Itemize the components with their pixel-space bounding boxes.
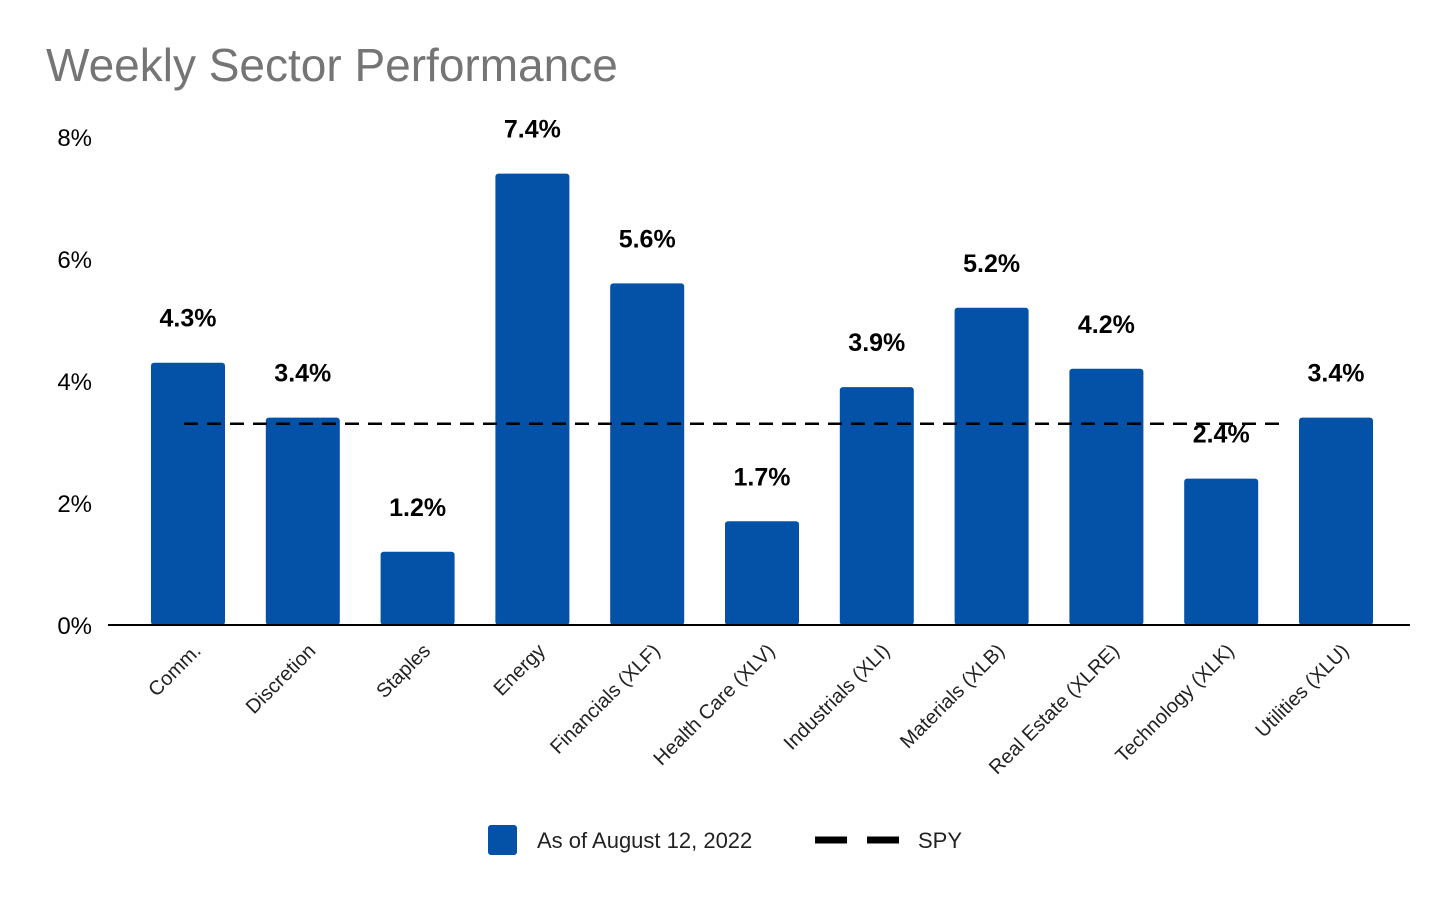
bar (610, 283, 685, 625)
x-tick-label: Materials (XLB) (896, 640, 1009, 753)
bar (1184, 478, 1259, 625)
data-label: 1.7% (734, 463, 791, 491)
bar (265, 417, 340, 625)
data-label: 4.2% (1078, 311, 1135, 339)
x-tick-label: Real Estate (XLRE) (985, 640, 1124, 779)
data-label: 3.9% (848, 329, 905, 357)
data-labels-group: 4.3% 3.4% 1.2% 7.4% 5.6% 1.7% 3.9% 5.2% 4.2% 2.4%… (160, 116, 1365, 522)
bar (725, 521, 799, 625)
x-tick-label: Financials (XLF) (546, 640, 665, 759)
data-label: 3.4% (274, 360, 331, 388)
x-tick-label: Technology (XLK) (1112, 640, 1239, 767)
data-label: 1.2% (389, 494, 446, 522)
bar (1299, 417, 1373, 625)
legend-label-bar: As of August 12, 2022 (537, 828, 752, 853)
bar (954, 307, 1029, 625)
y-tick-label: 6% (57, 247, 92, 274)
data-label: 5.2% (963, 250, 1020, 278)
bar (380, 551, 455, 625)
chart-title: Weekly Sector Performance (46, 39, 618, 91)
x-tick-label: Health Care (XLV) (649, 640, 779, 770)
x-tick-label: Industrials (XLI) (780, 640, 895, 755)
x-tick-label: Comm. (144, 640, 205, 701)
x-tick-label: Staples (372, 640, 435, 703)
y-tick-label: 0% (57, 613, 92, 640)
data-label: 5.6% (619, 225, 676, 253)
y-tick-label: 2% (57, 491, 92, 518)
legend-swatch-bar (488, 825, 517, 855)
y-tick-label: 8% (57, 125, 92, 152)
bar (495, 173, 570, 625)
data-label: 7.4% (504, 116, 561, 144)
x-tick-label: Energy (490, 640, 550, 700)
bar (1069, 368, 1144, 625)
y-axis: 0% 2% 4% 6% 8% (57, 125, 92, 640)
y-tick-label: 4% (57, 369, 92, 396)
legend: As of August 12, 2022 SPY (488, 825, 962, 855)
x-tick-label: Utilities (XLU) (1252, 640, 1354, 742)
bar (839, 387, 914, 625)
legend-label-spy: SPY (918, 828, 962, 853)
bars-group (151, 173, 1373, 625)
data-label: 3.4% (1308, 360, 1365, 388)
bar (151, 362, 225, 625)
data-label: 4.3% (160, 305, 217, 333)
x-tick-label: Discretion (242, 640, 320, 718)
data-label: 2.4% (1193, 421, 1250, 449)
